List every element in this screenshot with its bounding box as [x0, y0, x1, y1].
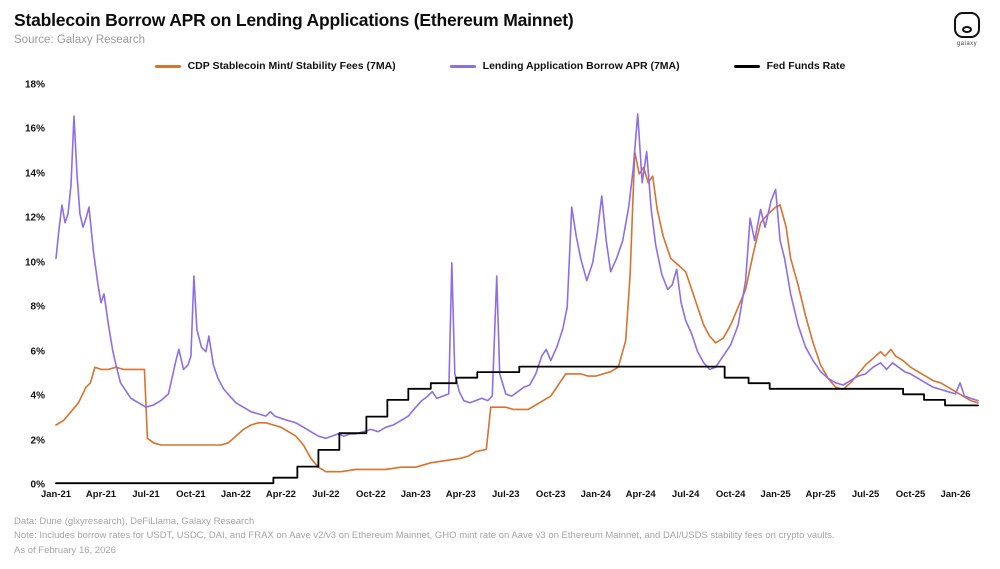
y-tick-label: 0% [30, 479, 45, 491]
source-label: Source: Galaxy Research [14, 34, 146, 46]
galaxy-logo-icon [954, 12, 980, 38]
x-tick-label: Apr-25 [805, 489, 836, 500]
legend-item: Lending Application Borrow APR (7MA) [449, 60, 680, 72]
x-tick-label: Oct-23 [535, 489, 566, 500]
x-tick-label: Apr-22 [265, 489, 296, 500]
galaxy-logo: galaxy [954, 12, 980, 47]
y-tick-label: 8% [30, 301, 45, 313]
footer-notes: Data: Dune (glxyresearch), DeFiLlama, Ga… [14, 515, 986, 558]
x-tick-label: Oct-22 [356, 489, 386, 500]
x-tick-label: Jan-24 [580, 489, 611, 500]
series-line-2 [56, 367, 978, 484]
footer-asof-line: As of February 16, 2026 [14, 544, 116, 556]
y-tick-label: 18% [24, 79, 45, 91]
x-tick-label: Jul-23 [492, 489, 520, 500]
x-tick-label: Jul-21 [132, 489, 160, 500]
plot-svg [56, 85, 978, 485]
x-tick-label: Apr-24 [625, 489, 656, 500]
legend-label: Lending Application Borrow APR (7MA) [482, 60, 680, 72]
legend-label: Fed Funds Rate [766, 60, 846, 72]
y-tick-label: 4% [30, 390, 45, 402]
x-tick-label: Apr-21 [85, 489, 117, 500]
x-tick-label: Jan-23 [400, 489, 431, 500]
footer-note-line: Note: Includes borrow rates for USDT, US… [14, 530, 835, 542]
series-line-1 [56, 114, 978, 438]
y-axis: 0% 2% 4% 6% 8% 10% 12% 14% 16% 18% [14, 80, 52, 491]
y-tick-label: 16% [24, 123, 45, 135]
x-tick-label: Apr-23 [445, 489, 476, 500]
galaxy-logo-dot [962, 26, 972, 33]
x-tick-label: Jan-25 [760, 489, 791, 500]
legend: CDP Stablecoin Mint/ Stability Fees (7MA… [14, 57, 986, 75]
x-tick-label: Jul-25 [851, 489, 880, 500]
legend-swatch [154, 64, 181, 68]
galaxy-logo-text: galaxy [956, 41, 978, 47]
x-tick-label: Oct-24 [715, 489, 746, 500]
y-tick-label: 10% [24, 257, 45, 269]
legend-item: CDP Stablecoin Mint/ Stability Fees (7MA… [154, 60, 396, 72]
series-line-0 [56, 152, 978, 472]
legend-item: Fed Funds Rate [733, 60, 846, 72]
legend-label: CDP Stablecoin Mint/ Stability Fees (7MA… [187, 60, 396, 72]
x-tick-label: Oct-25 [895, 489, 926, 500]
legend-swatch [449, 64, 476, 68]
y-tick-label: 6% [30, 346, 45, 358]
x-tick-label: Jan-26 [940, 489, 971, 500]
x-tick-label: Jan-21 [40, 489, 72, 500]
y-tick-label: 12% [24, 212, 45, 224]
x-axis: Jan-21 Apr-21 Jul-21 Oct-21 Jan-22 Apr-22 Jul-… [41, 489, 978, 505]
y-tick-label: 14% [24, 168, 45, 180]
footer-data-line: Data: Dune (glxyresearch), DeFiLlama, Ga… [14, 516, 255, 527]
title-block: Stablecoin Borrow APR on Lending Applica… [14, 10, 574, 46]
chart-area: 0% 2% 4% 6% 8% 10% 12% 14% 16% 18% [14, 80, 986, 491]
x-tick-label: Jul-24 [671, 489, 700, 500]
x-tick-label: Jan-22 [220, 489, 251, 500]
header: Stablecoin Borrow APR on Lending Applica… [14, 10, 986, 47]
page-title: Stablecoin Borrow APR on Lending Applica… [14, 10, 574, 30]
y-tick-label: 2% [30, 435, 45, 447]
x-tick-label: Jul-22 [312, 489, 340, 500]
x-tick-label: Oct-21 [176, 489, 206, 500]
plot-area [56, 85, 978, 485]
legend-swatch [733, 64, 760, 68]
